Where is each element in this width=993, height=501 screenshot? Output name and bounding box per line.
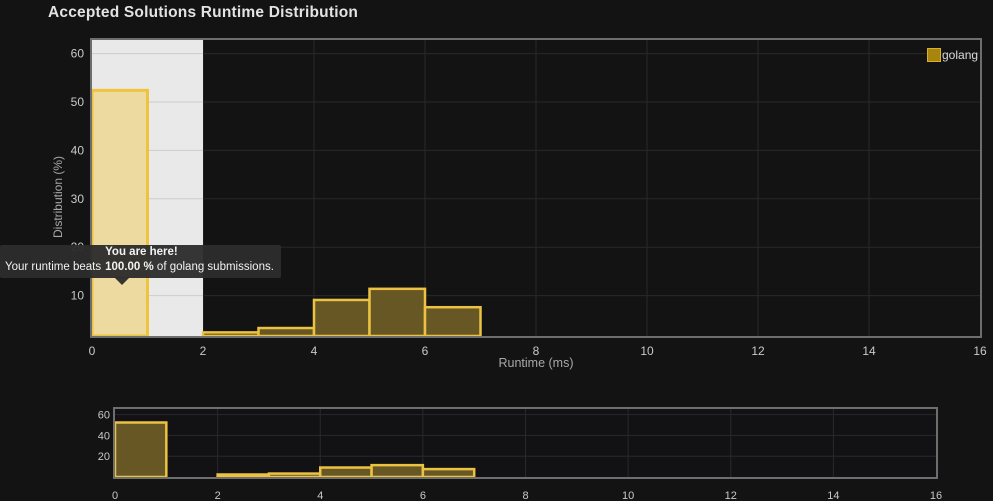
y-tick-label: 20 — [98, 451, 110, 463]
tooltip-beats-value: 100.00 % — [105, 260, 154, 273]
histogram-bar-3-4[interactable] — [267, 472, 322, 479]
y-tick-label: 50 — [71, 95, 85, 109]
x-tick-label: 6 — [422, 344, 429, 358]
histogram-bar-3-4[interactable] — [257, 326, 316, 338]
histogram-bar-4-5[interactable] — [312, 298, 371, 338]
y-axis-title: Distribution (%) — [51, 156, 65, 238]
x-tick-label: 0 — [89, 344, 96, 358]
x-tick-label: 2 — [215, 490, 221, 501]
tooltip-caret-icon — [114, 277, 130, 285]
x-tick-label: 8 — [533, 344, 540, 358]
x-tick-label: 6 — [420, 490, 426, 501]
histogram-bar-6-7[interactable] — [423, 305, 482, 338]
x-tick-label: 16 — [973, 344, 987, 358]
legend-swatch-icon — [927, 48, 941, 62]
y-tick-label: 10 — [71, 289, 85, 303]
histogram-bar-2-3[interactable] — [216, 473, 271, 479]
legend[interactable]: golang — [927, 48, 978, 62]
x-tick-label: 4 — [311, 344, 318, 358]
y-tick-label: 60 — [71, 47, 85, 61]
legend-label: golang — [942, 48, 979, 62]
tooltip-beats-prefix: Your runtime beats — [5, 260, 102, 273]
x-tick-label: 10 — [640, 344, 654, 358]
x-tick-label: 12 — [725, 490, 737, 501]
x-tick-label: 14 — [827, 490, 839, 501]
histogram-bar-4-5[interactable] — [319, 466, 373, 479]
x-tick-label: 0 — [112, 490, 118, 501]
runtime-tooltip: Your runtime beats You are here! 100.00 … — [0, 245, 281, 278]
tooltip-beats-suffix: of golang submissions. — [156, 260, 274, 273]
x-tick-label: 4 — [317, 490, 323, 501]
plot-border — [90, 38, 982, 338]
x-axis-title: Runtime (ms) — [498, 356, 573, 370]
histogram-bar-6-7[interactable] — [421, 467, 476, 479]
y-tick-label: 60 — [98, 410, 110, 422]
histogram-bar-5-6[interactable] — [368, 287, 427, 338]
x-tick-label: 12 — [751, 344, 765, 358]
y-tick-label: 40 — [98, 430, 110, 442]
y-tick-label: 40 — [71, 143, 85, 157]
histogram-bar-5-6[interactable] — [370, 463, 425, 479]
x-tick-label: 14 — [862, 344, 876, 358]
main-distribution-chart: 0246810121416102030405060Runtime (ms)Dis… — [51, 38, 987, 370]
histogram-bar-0-1[interactable] — [113, 421, 168, 479]
plot-border — [113, 407, 938, 479]
histogram-bar-0-1-current[interactable] — [90, 88, 149, 338]
page-title: Accepted Solutions Runtime Distribution — [48, 4, 359, 21]
tooltip-you-are-here: You are here! — [105, 246, 178, 258]
x-tick-label: 8 — [522, 490, 528, 501]
x-tick-label: 10 — [622, 490, 634, 501]
y-tick-label: 30 — [71, 192, 85, 206]
x-tick-label: 2 — [200, 344, 207, 358]
x-tick-label: 16 — [930, 490, 942, 501]
histogram-bar-2-3[interactable] — [201, 331, 260, 338]
navigator-overview-chart: 0 2 4 6 8 10 12 14 16 20 40 60 — [98, 407, 942, 501]
